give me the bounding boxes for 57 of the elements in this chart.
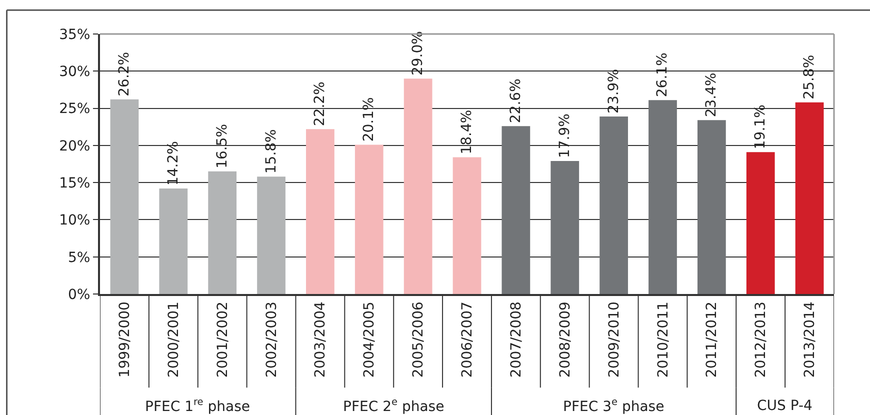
x-tick-label: 2008/2009 [557, 302, 574, 378]
text: CUS P-4 [757, 398, 813, 414]
text: PFEC 1$^{re}$ phase [145, 397, 250, 415]
data-label: 25.8% [802, 54, 818, 100]
y-tick-label: 0% [68, 286, 90, 303]
bar [257, 176, 286, 294]
y-tick-label: 20% [59, 138, 90, 154]
x-tick-label: 2013/2014 [802, 302, 818, 378]
x-tick-label: 2006/2007 [460, 302, 476, 378]
bar [697, 120, 726, 294]
y-tick-label: 5% [68, 250, 90, 266]
y-tick-label: 15% [59, 175, 90, 192]
x-tick-label: 2012/2013 [753, 302, 770, 378]
bar [550, 161, 580, 294]
x-tick-label: 2009/2010 [606, 302, 622, 378]
data-label: 26.2% [116, 52, 132, 96]
text: PFEC 2$^{e}$ phase [343, 397, 444, 415]
bar [306, 129, 334, 294]
y-tick-label: 35% [59, 26, 90, 43]
x-tick-label: 2010/2011 [655, 302, 672, 378]
bar [110, 99, 139, 294]
bar [746, 152, 775, 294]
data-label: 14.2% [165, 141, 182, 186]
x-tick-label: 2011/2012 [704, 302, 720, 378]
bar [208, 171, 237, 294]
text: PFEC 3$^{e}$ phase [563, 397, 664, 415]
x-tick-label: 2001/2002 [214, 302, 231, 378]
data-label: 20.1% [361, 97, 378, 142]
data-label: 22.2% [312, 82, 328, 126]
bar [795, 102, 824, 294]
data-label: 23.4% [704, 72, 720, 118]
data-label: 18.4% [459, 110, 475, 154]
x-tick-label: 2000/2001 [166, 302, 182, 378]
data-label: 29.0% [410, 31, 426, 76]
x-tick-label: 2005/2006 [410, 302, 427, 378]
x-tick-label: 2003/2004 [312, 302, 329, 378]
data-label: 23.9% [606, 68, 622, 114]
bar [404, 78, 432, 294]
bar [354, 144, 384, 294]
x-tick-label: 2002/2003 [264, 302, 280, 378]
x-tick-label: 2004/2005 [362, 302, 378, 378]
bar [159, 188, 188, 294]
data-label: 15.8% [263, 129, 280, 174]
bar [452, 157, 482, 294]
data-label: 16.5% [214, 124, 230, 168]
data-label: 17.9% [556, 114, 573, 158]
bar [502, 126, 530, 294]
bar [600, 116, 628, 294]
data-label: 26.1% [654, 52, 671, 98]
y-tick-label: 25% [59, 101, 90, 118]
data-label: 22.6% [508, 78, 524, 124]
y-tick-label: 10% [59, 212, 90, 229]
data-label: 19.1% [752, 104, 769, 150]
y-tick-label: 30% [59, 64, 90, 80]
x-tick-label: 2007/2008 [508, 302, 524, 378]
bar [648, 100, 677, 294]
x-tick-label: 1999/2000 [117, 302, 134, 378]
